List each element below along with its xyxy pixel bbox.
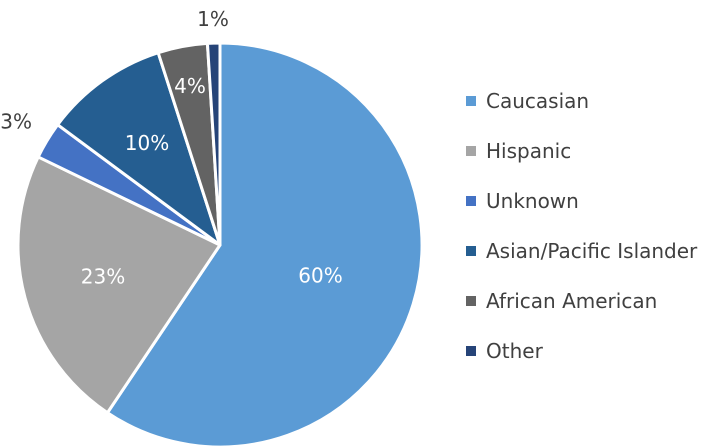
legend-label-caucasian: Caucasian bbox=[486, 89, 589, 113]
legend-swatch-asian-pacific-islander bbox=[466, 246, 476, 256]
data-label-other: 1% bbox=[197, 7, 229, 31]
pie-slice-other bbox=[205, 41, 222, 247]
legend-label-african-american: African American bbox=[486, 289, 657, 313]
legend-label-unknown: Unknown bbox=[486, 189, 579, 213]
data-label-african-american: 4% bbox=[174, 74, 206, 98]
pie-slice-asian-pacific-islander bbox=[56, 51, 222, 247]
legend-swatch-other bbox=[466, 346, 476, 356]
legend-swatch-african-american bbox=[466, 296, 476, 306]
legend-swatch-unknown bbox=[466, 196, 476, 206]
pie-slices bbox=[16, 41, 424, 447]
data-label-caucasian: 60% bbox=[298, 264, 342, 288]
data-label-asian-pacific-islander: 10% bbox=[125, 131, 169, 155]
data-label-hispanic: 23% bbox=[81, 265, 125, 289]
pie-data-labels: 60% 23% 3% 10% 4% 1% bbox=[0, 7, 342, 289]
legend-swatch-caucasian bbox=[466, 96, 476, 106]
data-label-unknown: 3% bbox=[0, 110, 32, 134]
legend-label-asian-pacific-islander: Asian/Pacific Islander bbox=[486, 239, 698, 263]
legend-swatch-hispanic bbox=[466, 146, 476, 156]
legend: Caucasian Hispanic Unknown Asian/Pacific Is… bbox=[466, 89, 698, 363]
legend-label-hispanic: Hispanic bbox=[486, 139, 571, 163]
legend-label-other: Other bbox=[486, 339, 544, 363]
